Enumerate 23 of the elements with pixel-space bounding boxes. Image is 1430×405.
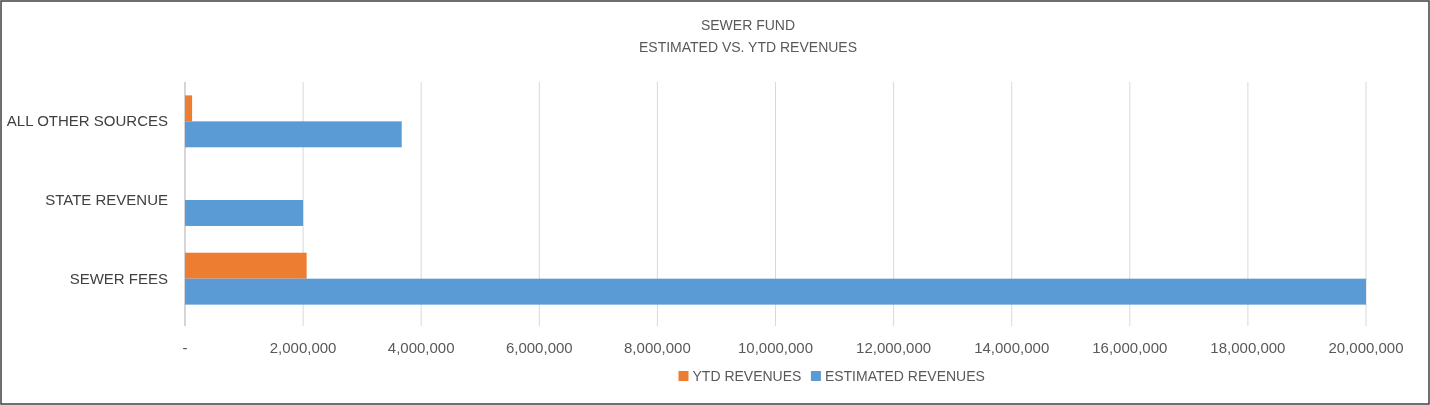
- x-tick-label: 16,000,000: [1092, 339, 1168, 356]
- x-tick-label: 4,000,000: [387, 339, 455, 356]
- bar: [185, 252, 307, 279]
- x-tick-label: 10,000,000: [737, 339, 814, 356]
- legend-label: ESTIMATED REVENUES: [824, 368, 985, 384]
- x-tick-label: 12,000,000: [856, 339, 932, 356]
- chart-subtitle: ESTIMATED VS. YTD REVENUES: [638, 39, 858, 55]
- bar: [185, 278, 1366, 305]
- legend-label: YTD REVENUES: [692, 368, 802, 384]
- y-tick-label: SEWER FEES: [69, 269, 168, 287]
- y-tick-label: STATE REVENUE: [45, 191, 168, 208]
- y-tick-label: ALL OTHER SOURCES: [6, 112, 168, 130]
- bar: [185, 95, 193, 122]
- bar: [185, 121, 402, 148]
- chart-title: SEWER FUND: [700, 17, 796, 33]
- x-tick-label: 6,000,000: [505, 339, 573, 356]
- x-tick-label: 18,000,000: [1210, 339, 1286, 356]
- x-tick-label: 20,000,000: [1328, 339, 1404, 356]
- x-tick-label: 8,000,000: [624, 339, 691, 356]
- bar: [185, 200, 304, 226]
- x-tick-label: -: [182, 339, 188, 356]
- x-tick-label: 14,000,000: [974, 339, 1050, 356]
- x-tick-label: 2,000,000: [269, 339, 337, 356]
